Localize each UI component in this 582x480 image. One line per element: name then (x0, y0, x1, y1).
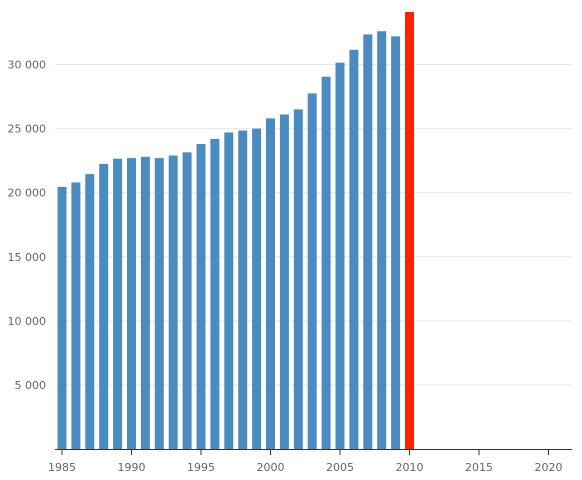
bar (349, 49, 359, 449)
bar (210, 138, 220, 449)
x-tick-label: 1985 (48, 461, 76, 474)
y-tick-label: 15 000 (8, 251, 47, 264)
bar (279, 114, 289, 449)
bar (99, 163, 109, 449)
x-tick-label: 2015 (465, 461, 493, 474)
bar (307, 93, 317, 449)
bar (196, 143, 206, 449)
bar (238, 130, 248, 449)
bar (71, 182, 81, 449)
bar (266, 118, 275, 449)
bar (113, 158, 123, 449)
bar (182, 152, 192, 450)
bar (321, 76, 331, 449)
bar (85, 174, 95, 449)
bar (363, 34, 373, 449)
bar-highlight (405, 12, 414, 449)
x-axis-ticks (61, 449, 549, 455)
bar (57, 186, 67, 449)
bar (252, 128, 262, 449)
bar (335, 62, 345, 449)
y-axis-tick-labels: 5 000 10 000 15 000 20 000 25 000 30 000 (8, 59, 47, 392)
y-tick-label: 30 000 (8, 59, 47, 72)
x-tick-label: 2010 (396, 461, 424, 474)
bar (127, 158, 136, 449)
y-tick-label: 25 000 (8, 123, 47, 136)
y-tick-label: 5 000 (15, 379, 47, 392)
bar (391, 36, 401, 450)
x-axis-tick-labels: 1985 1990 1995 2000 2005 2010 2015 2020 (48, 461, 563, 474)
bar (293, 109, 303, 449)
bar (140, 156, 150, 449)
y-tick-label: 20 000 (8, 187, 47, 200)
x-tick-label: 1995 (187, 461, 215, 474)
bar (168, 155, 178, 449)
x-tick-label: 1990 (118, 461, 146, 474)
y-tick-label: 10 000 (8, 315, 47, 328)
bar (377, 31, 387, 450)
x-tick-label: 2020 (535, 461, 563, 474)
x-tick-label: 2000 (257, 461, 285, 474)
bar (224, 132, 234, 449)
bars (57, 12, 414, 450)
bar (154, 158, 164, 449)
x-tick-label: 2005 (326, 461, 354, 474)
